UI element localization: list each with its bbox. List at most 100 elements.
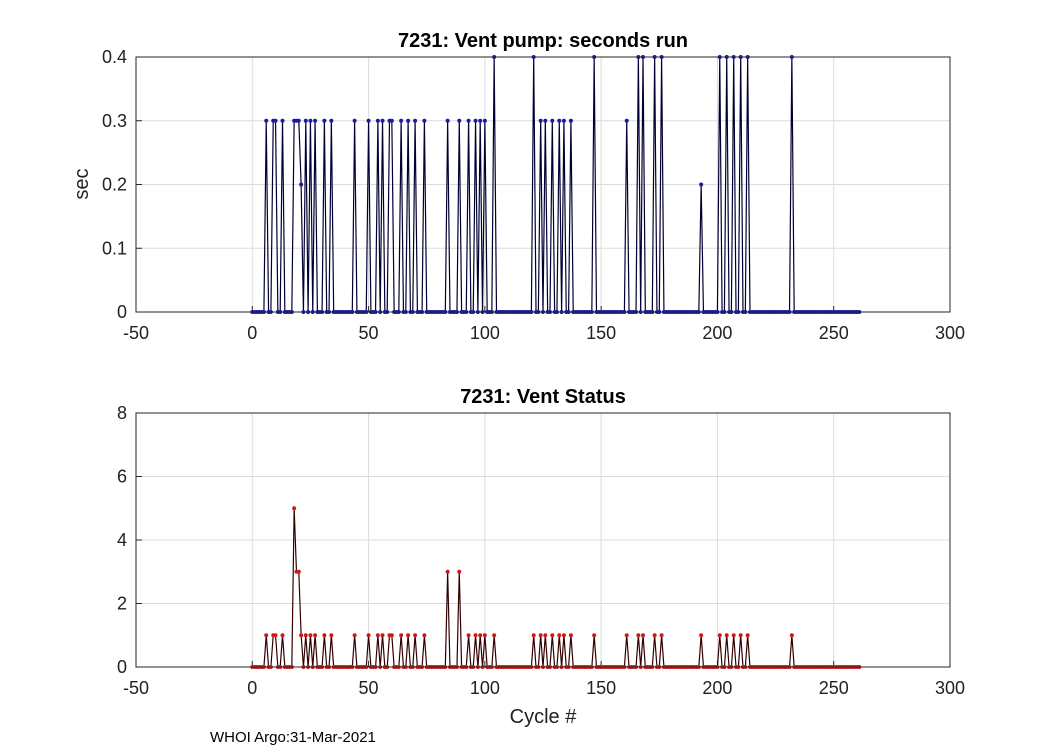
top-data-point <box>557 118 562 123</box>
top-data-point <box>264 118 269 123</box>
top-x-tick-label: 0 <box>247 323 257 343</box>
top-data-point <box>699 182 704 187</box>
top-data-point <box>299 182 304 187</box>
bottom-data-point <box>296 569 301 574</box>
bottom-data-point <box>738 633 743 638</box>
bottom-data-point <box>652 633 657 638</box>
top-x-tick-label: 250 <box>819 323 849 343</box>
bottom-data-point <box>473 633 478 638</box>
top-y-tick-label: 0.4 <box>102 47 127 67</box>
bottom-data-point <box>457 569 462 574</box>
bottom-data-point <box>389 633 394 638</box>
top-y-tick-label: 0.2 <box>102 175 127 195</box>
bottom-chart-xlabel: Cycle # <box>510 706 578 728</box>
top-data-point <box>273 118 278 123</box>
top-y-tick-label: 0.3 <box>102 111 127 131</box>
bottom-data-point <box>366 633 371 638</box>
bottom-data-point <box>466 633 471 638</box>
bottom-x-tick-label: 150 <box>586 678 616 698</box>
bottom-data-point <box>592 633 597 638</box>
footer-text: WHOI Argo:31-Mar-2021 <box>210 729 376 746</box>
bottom-data-point <box>492 633 497 638</box>
bottom-data-point <box>280 633 285 638</box>
top-data-point <box>445 118 450 123</box>
bottom-data-point <box>731 633 736 638</box>
bottom-data-point <box>659 633 664 638</box>
top-data-point <box>389 118 394 123</box>
bottom-chart-title: 7231: Vent Status <box>460 386 626 408</box>
bottom-data-point <box>380 633 385 638</box>
bottom-data-point <box>699 633 704 638</box>
top-data-point <box>308 118 313 123</box>
top-data-point <box>352 118 357 123</box>
top-x-tick-label: 200 <box>702 323 732 343</box>
top-data-point <box>313 118 318 123</box>
top-data-point <box>550 118 555 123</box>
top-y-tick-label: 0 <box>117 302 127 322</box>
top-data-point <box>303 118 308 123</box>
top-data-point <box>296 118 301 123</box>
bottom-x-tick-label: 50 <box>359 678 379 698</box>
top-data-point <box>280 118 285 123</box>
top-data-point <box>329 118 334 123</box>
bottom-data-point <box>303 633 308 638</box>
top-axes-frame <box>135 56 951 313</box>
bottom-data-point <box>273 633 278 638</box>
top-x-tick-label: -50 <box>123 323 149 343</box>
top-chart-ylabel: sec <box>71 168 93 199</box>
top-data-point <box>380 118 385 123</box>
bottom-data-point <box>445 569 450 574</box>
top-data-point <box>366 118 371 123</box>
bottom-y-tick-label: 8 <box>117 403 127 423</box>
bottom-data-point <box>406 633 411 638</box>
bottom-data-point <box>557 633 562 638</box>
bottom-data-point <box>375 633 380 638</box>
top-x-tick-label: 50 <box>359 323 379 343</box>
bottom-axes-frame <box>135 412 951 668</box>
bottom-x-tick-label: -50 <box>123 678 149 698</box>
top-data-point <box>561 118 566 123</box>
bottom-x-tick-label: 300 <box>935 678 965 698</box>
bottom-data-point <box>308 633 313 638</box>
bottom-data-point <box>299 633 304 638</box>
bottom-data-point <box>538 633 543 638</box>
top-data-point <box>406 118 411 123</box>
top-data-point <box>478 118 483 123</box>
bottom-data-point <box>717 633 722 638</box>
top-data-point <box>422 118 427 123</box>
top-data-point <box>457 118 462 123</box>
bottom-data-point <box>313 633 318 638</box>
bottom-data-point <box>478 633 483 638</box>
bottom-x-tick-label: 0 <box>247 678 257 698</box>
bottom-data-point <box>624 633 629 638</box>
bottom-data-point <box>329 633 334 638</box>
bottom-data-point <box>292 506 297 511</box>
bottom-data-point <box>724 633 729 638</box>
top-x-tick-label: 300 <box>935 323 965 343</box>
top-data-point <box>568 118 573 123</box>
top-data-point <box>543 118 548 123</box>
bottom-data-point <box>531 633 536 638</box>
bottom-data-point <box>482 633 487 638</box>
bottom-data-point <box>641 633 646 638</box>
top-chart: -50 0 50 100 150 200 250 30000.10.20.30.47231: … <box>71 30 965 343</box>
bottom-data-point <box>568 633 573 638</box>
top-data-point <box>538 118 543 123</box>
top-data-point <box>466 118 471 123</box>
top-y-tick-label: 0.1 <box>102 238 127 258</box>
bottom-data-point <box>352 633 357 638</box>
top-x-tick-label: 150 <box>586 323 616 343</box>
bottom-y-tick-label: 2 <box>117 594 127 614</box>
bottom-data-point <box>745 633 750 638</box>
bottom-data-point <box>789 633 794 638</box>
bottom-data-point <box>322 633 327 638</box>
top-data-point <box>322 118 327 123</box>
bottom-data-point <box>636 633 641 638</box>
bottom-y-tick-label: 4 <box>117 530 127 550</box>
bottom-data-point <box>550 633 555 638</box>
top-data-point <box>413 118 418 123</box>
top-chart-title: 7231: Vent pump: seconds run <box>398 30 688 52</box>
top-data-point <box>375 118 380 123</box>
